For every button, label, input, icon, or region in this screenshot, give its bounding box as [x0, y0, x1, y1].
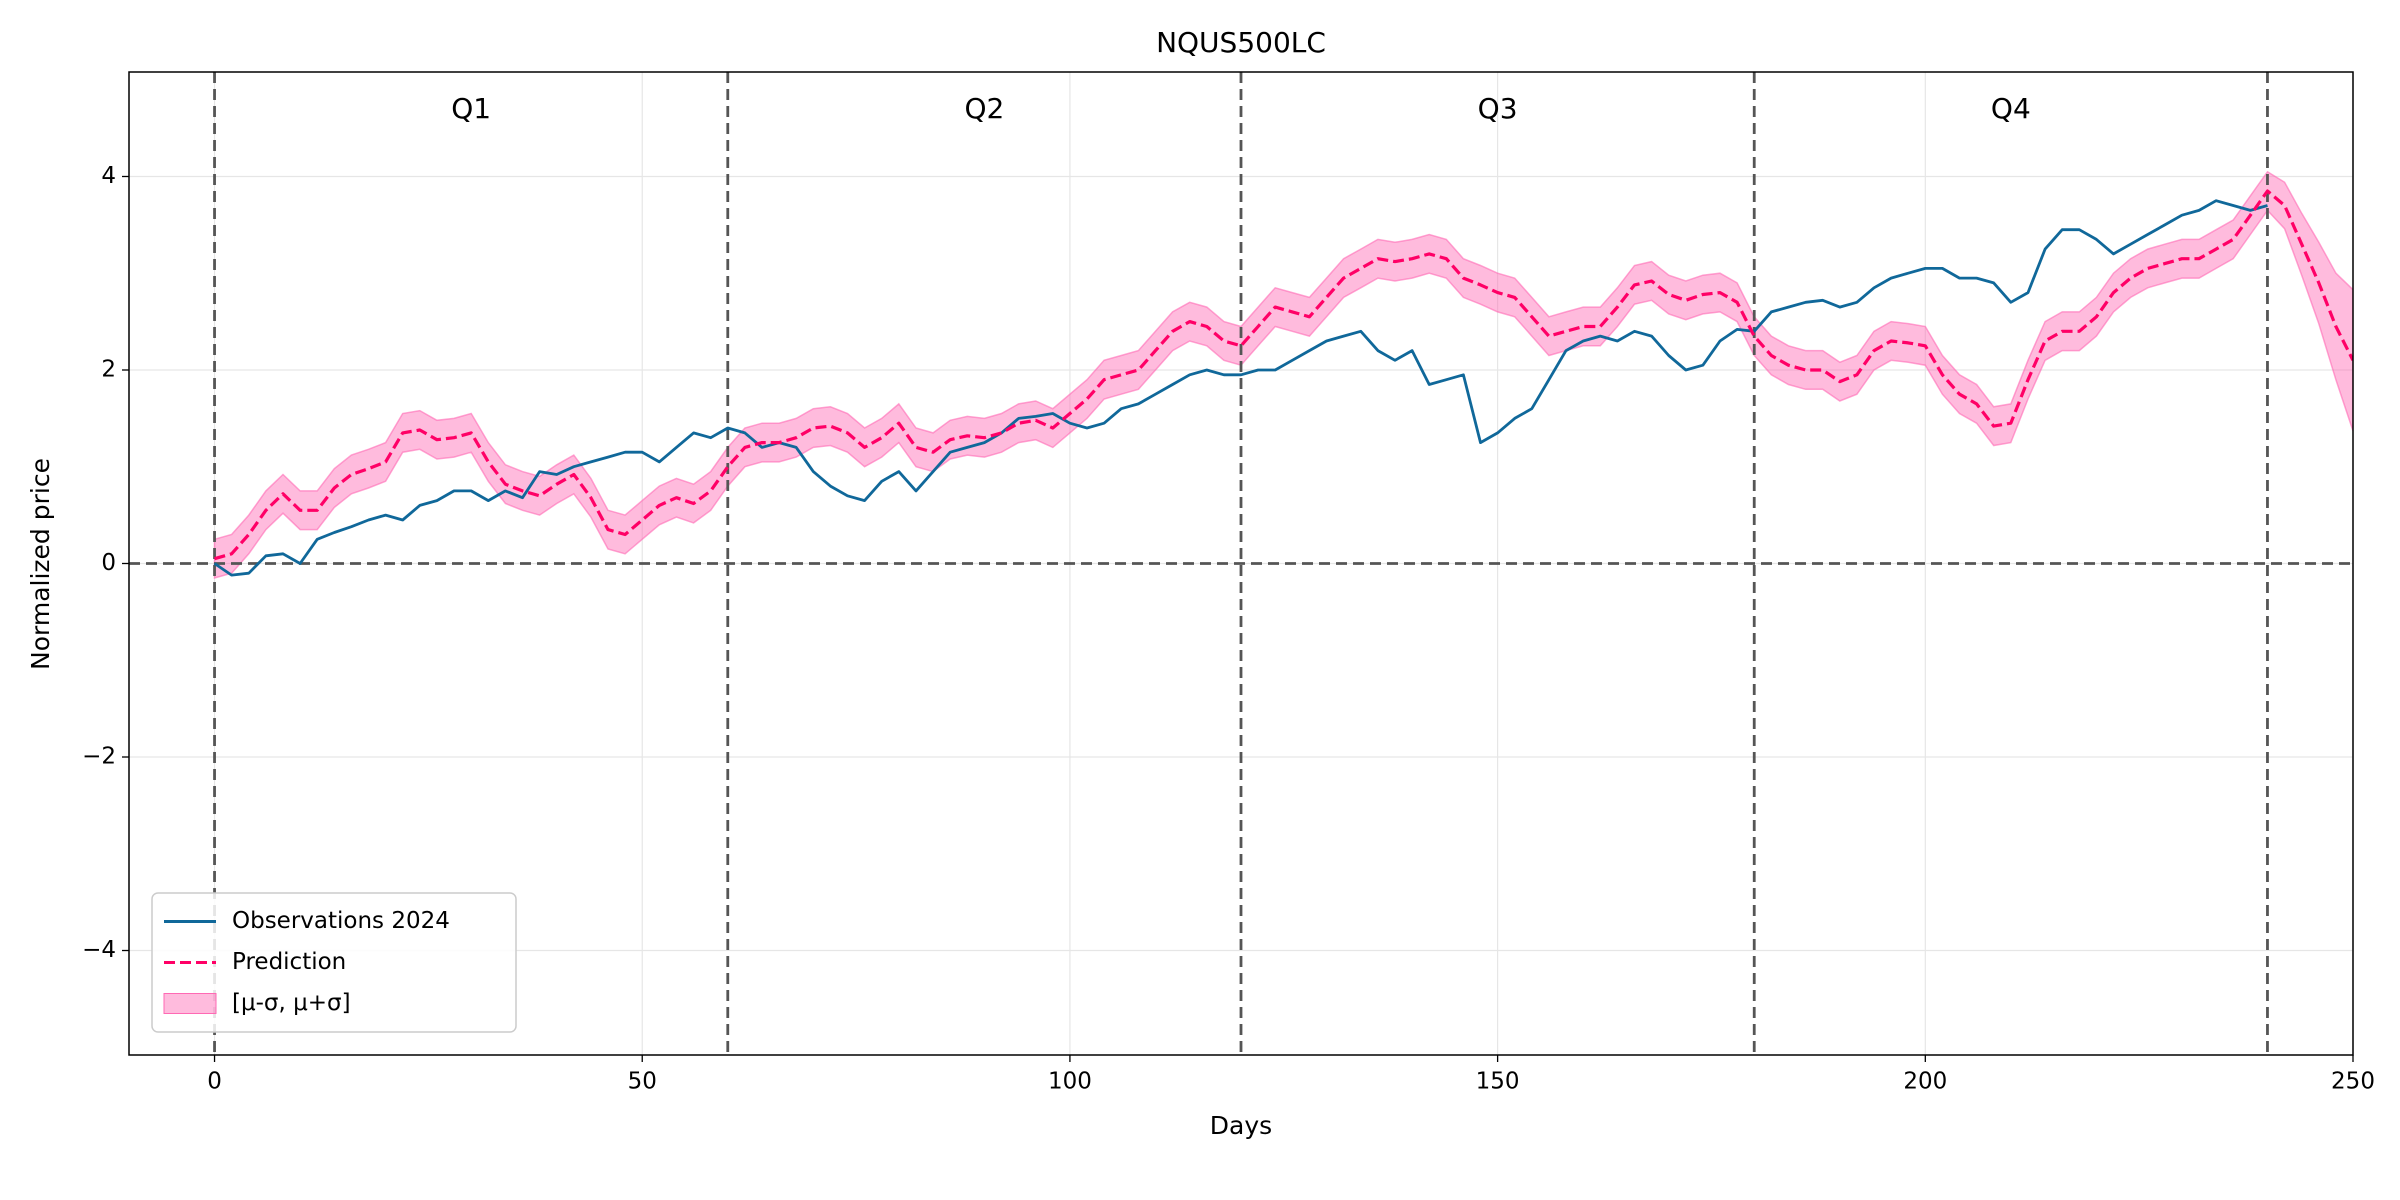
y-tick-label: 2	[101, 356, 116, 382]
y-tick-label: 0	[101, 550, 116, 576]
legend-label: Prediction	[232, 949, 346, 975]
x-tick-label: 100	[1048, 1069, 1092, 1095]
x-tick-label: 250	[2331, 1069, 2375, 1095]
legend-swatch	[163, 993, 217, 1014]
legend-label: [μ-σ, μ+σ]	[232, 990, 351, 1016]
sigma-band	[213, 170, 2353, 579]
y-tick-label: −2	[82, 744, 116, 770]
legend-box	[151, 892, 517, 1033]
quarter-label: Q4	[1991, 92, 2031, 125]
y-axis-label: Normalized price	[26, 458, 55, 670]
x-tick-label: 150	[1476, 1069, 1520, 1095]
plot-area	[129, 72, 2353, 1055]
quarter-label: Q2	[964, 92, 1004, 125]
quarter-label: Q3	[1478, 92, 1518, 125]
legend-label: Observations 2024	[232, 908, 450, 934]
x-tick-label: 50	[628, 1069, 657, 1095]
x-axis-label: Days	[1210, 1111, 1272, 1140]
x-tick-label: 0	[207, 1069, 222, 1095]
series-line	[214, 189, 2353, 561]
y-tick-label: −4	[82, 937, 116, 963]
series-line	[213, 199, 2268, 577]
y-tick-label: 4	[101, 163, 116, 189]
quarter-label: Q1	[451, 92, 491, 125]
x-tick-label: 200	[1903, 1069, 1947, 1095]
chart-title: NQUS500LC	[1156, 26, 1326, 59]
plot-frame	[128, 71, 2354, 1056]
